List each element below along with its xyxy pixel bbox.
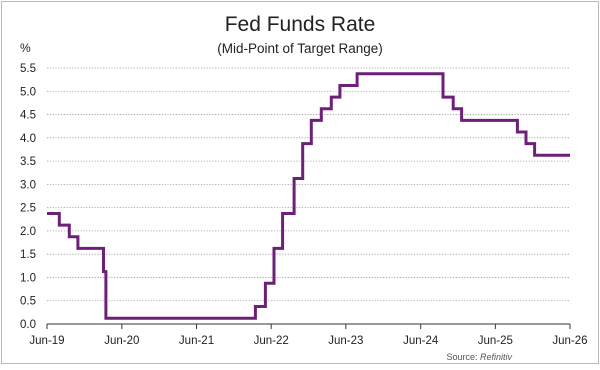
y-tick-label: 5.5 <box>20 63 36 75</box>
y-tick-label: 1.0 <box>20 272 36 284</box>
x-tick-label: Jun-20 <box>104 335 139 347</box>
y-tick-label: 5.0 <box>20 86 36 98</box>
y-axis-unit-label: % <box>20 41 31 55</box>
y-tick-label: 3.0 <box>20 179 36 191</box>
chart-subtitle: (Mid-Point of Target Range) <box>217 41 383 56</box>
series-line-fed-funds-rate <box>47 72 570 320</box>
source-note: Source: Refinitiv <box>446 352 512 362</box>
x-tick-label: Jun-23 <box>328 335 363 347</box>
source-name: Refinitiv <box>480 352 513 362</box>
x-tick-label: Jun-21 <box>179 335 214 347</box>
y-tick-label: 0.0 <box>20 319 36 331</box>
x-tick-label: Jun-25 <box>478 335 513 347</box>
y-tick-label: 4.5 <box>20 110 36 122</box>
source-label: Source: <box>446 352 480 362</box>
x-tick-label: Jun-22 <box>254 335 289 347</box>
y-tick-label: 4.0 <box>20 133 36 145</box>
y-tick-label: 0.5 <box>20 296 36 308</box>
y-tick-label: 2.0 <box>20 226 36 238</box>
y-tick-label: 2.5 <box>20 203 36 215</box>
x-tick-label: Jun-24 <box>403 335 439 347</box>
y-axis-tick-labels: 0.0 0.5 1.0 1.5 2.0 2.5 3.0 3.5 4.0 4.5 5.0 5.5 <box>20 63 36 331</box>
gridlines <box>47 67 570 302</box>
chart-title: Fed Funds Rate <box>225 13 376 36</box>
x-axis-tick-labels: Jun-19 Jun-20 Jun-21 Jun-22 Jun-23 Jun-24 Jun-… <box>29 324 588 347</box>
chart-frame <box>1 1 599 364</box>
x-tick-label: Jun-26 <box>552 335 587 347</box>
y-tick-label: 3.5 <box>20 156 36 168</box>
y-tick-label: 1.5 <box>20 249 36 261</box>
x-tick-label: Jun-19 <box>29 335 64 347</box>
